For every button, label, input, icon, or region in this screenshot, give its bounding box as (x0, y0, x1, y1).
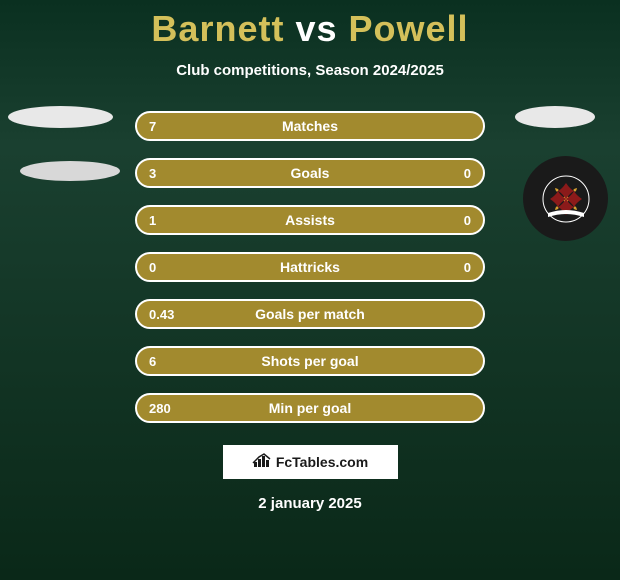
stat-left-value: 6 (149, 354, 156, 369)
vs-text: vs (295, 8, 337, 49)
stat-row-goals: 3 Goals 0 (135, 158, 485, 188)
chorley-badge-icon (542, 175, 590, 223)
stat-row-hattricks: 0 Hattricks 0 (135, 252, 485, 282)
comparison-title: Barnett vs Powell (0, 8, 620, 50)
stat-label: Goals (291, 165, 330, 181)
chart-icon (252, 452, 272, 473)
subtitle: Club competitions, Season 2024/2025 (0, 62, 620, 79)
player2-name: Powell (349, 8, 469, 49)
stat-left-value: 3 (149, 166, 156, 181)
stat-label: Matches (282, 118, 338, 134)
logo-text: FcTables.com (276, 454, 368, 470)
stat-label: Shots per goal (261, 353, 358, 369)
stat-left-value: 280 (149, 401, 171, 416)
stat-left-value: 0 (149, 260, 156, 275)
stat-label: Goals per match (255, 306, 365, 322)
player2-club-badge (523, 156, 608, 241)
date-text: 2 january 2025 (0, 495, 620, 512)
stat-right-value: 0 (464, 260, 471, 275)
header: Barnett vs Powell Club competitions, Sea… (0, 0, 620, 79)
player1-badge-placeholder (20, 161, 120, 181)
stat-right-value: 0 (464, 166, 471, 181)
stat-row-goals-per-match: 0.43 Goals per match (135, 299, 485, 329)
stat-rows: 7 Matches 3 Goals 0 1 Assists 0 0 Hattri… (135, 111, 485, 423)
stat-label: Min per goal (269, 400, 351, 416)
footer-logo: FcTables.com (223, 445, 398, 479)
stat-left-value: 1 (149, 213, 156, 228)
stat-label: Assists (285, 212, 335, 228)
player1-avatar-placeholder (8, 106, 113, 128)
stat-left-value: 0.43 (149, 307, 174, 322)
stat-row-assists: 1 Assists 0 (135, 205, 485, 235)
stat-row-matches: 7 Matches (135, 111, 485, 141)
stats-area: 7 Matches 3 Goals 0 1 Assists 0 0 Hattri… (0, 111, 620, 423)
stat-row-shots-per-goal: 6 Shots per goal (135, 346, 485, 376)
stat-left-value: 7 (149, 119, 156, 134)
comparison-card: Barnett vs Powell Club competitions, Sea… (0, 0, 620, 580)
player2-avatar-placeholder (515, 106, 595, 128)
stat-label: Hattricks (280, 259, 340, 275)
stat-right-value: 0 (464, 213, 471, 228)
stat-row-min-per-goal: 280 Min per goal (135, 393, 485, 423)
player1-name: Barnett (151, 8, 284, 49)
